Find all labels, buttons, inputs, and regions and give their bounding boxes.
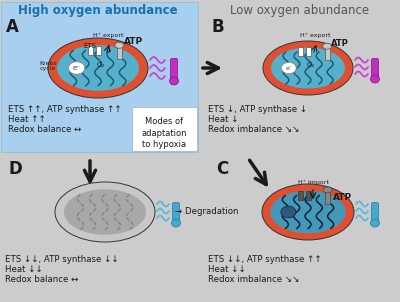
Text: Heat ↓: Heat ↓ [208,115,238,124]
Ellipse shape [281,206,296,218]
Ellipse shape [55,182,155,242]
Text: ATP: ATP [124,37,143,47]
Text: H⁺ export: H⁺ export [93,32,123,38]
Text: Low oxygen abundance: Low oxygen abundance [230,4,370,17]
FancyBboxPatch shape [88,46,92,55]
Text: → Degradation: → Degradation [175,207,238,217]
Ellipse shape [323,187,332,193]
FancyBboxPatch shape [372,203,378,223]
FancyBboxPatch shape [298,191,302,200]
Text: Heat ↓↓: Heat ↓↓ [5,265,43,274]
Text: ETS: ETS [84,43,96,49]
FancyBboxPatch shape [96,46,100,55]
Ellipse shape [282,62,296,74]
FancyBboxPatch shape [306,47,310,56]
Text: ETS ↓↓, ATP synthase ↓↓: ETS ↓↓, ATP synthase ↓↓ [5,255,119,264]
Text: ETS ↓, ATP synthase ↓: ETS ↓, ATP synthase ↓ [208,105,307,114]
Ellipse shape [262,184,354,240]
FancyBboxPatch shape [1,2,198,152]
Text: B: B [212,18,224,36]
Ellipse shape [370,75,380,83]
Text: ATP: ATP [333,194,352,203]
FancyBboxPatch shape [170,59,178,82]
FancyBboxPatch shape [172,203,180,223]
Text: Modes of
adaptation
to hypoxia: Modes of adaptation to hypoxia [141,117,187,149]
Ellipse shape [370,219,380,227]
Text: Redox balance ↔: Redox balance ↔ [8,125,81,134]
Ellipse shape [64,189,146,235]
Text: Redox imbalance ↘↘: Redox imbalance ↘↘ [208,125,299,134]
Text: H⁺ import: H⁺ import [298,179,328,185]
Text: O₂: O₂ [97,62,105,68]
Ellipse shape [271,47,345,88]
FancyBboxPatch shape [298,47,302,56]
Text: e⁻: e⁻ [73,65,81,71]
Ellipse shape [170,77,178,85]
FancyBboxPatch shape [132,107,197,151]
Text: ATP: ATP [331,38,349,47]
Text: A: A [6,18,18,36]
Ellipse shape [263,41,353,95]
Text: O₂: O₂ [307,62,315,68]
Text: Heat ↓↓: Heat ↓↓ [208,265,246,274]
FancyBboxPatch shape [325,192,330,204]
Ellipse shape [57,45,139,91]
Text: e⁻: e⁻ [285,66,292,70]
FancyBboxPatch shape [306,191,310,200]
Ellipse shape [48,38,148,98]
FancyBboxPatch shape [325,48,330,60]
FancyBboxPatch shape [372,59,378,79]
Text: Redox imbalance ↘↘: Redox imbalance ↘↘ [208,275,299,284]
Ellipse shape [323,43,332,49]
Text: High oxygen abundance: High oxygen abundance [18,4,178,17]
Text: H⁺ export: H⁺ export [300,32,330,38]
Ellipse shape [172,219,180,227]
Text: ETS ↑↑, ATP synthase ↑↑: ETS ↑↑, ATP synthase ↑↑ [8,105,122,114]
Text: ETS ↓↓, ATP synthase ↑↑: ETS ↓↓, ATP synthase ↑↑ [208,255,322,264]
FancyBboxPatch shape [117,47,122,59]
Text: Heat ↑↑: Heat ↑↑ [8,115,46,124]
Text: Krebs
cycle: Krebs cycle [39,61,57,71]
Text: C: C [216,160,228,178]
Ellipse shape [115,42,124,48]
Text: D: D [8,160,22,178]
Ellipse shape [270,191,346,233]
Ellipse shape [68,62,85,74]
Text: Redox balance ↔: Redox balance ↔ [5,275,78,284]
